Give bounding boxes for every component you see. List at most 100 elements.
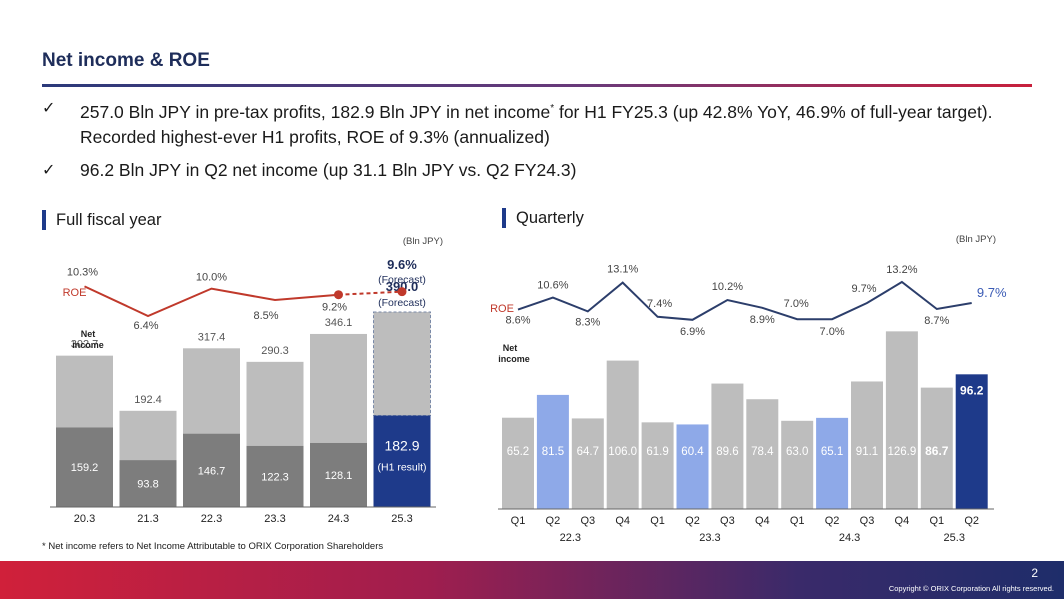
roe-value-label: 8.6% [505, 315, 530, 327]
quarter-value-label: 63.0 [786, 446, 808, 458]
forecast-total-label: 390.0 [386, 279, 419, 294]
total-value-label: 290.3 [261, 345, 289, 357]
quarter-tick-label: Q4 [895, 515, 910, 527]
year-group-label: 24.3 [839, 532, 860, 544]
roe-value-label: 13.1% [607, 264, 638, 276]
unit-label: (Bln JPY) [956, 234, 996, 245]
roe-forecast-line [338, 290, 403, 296]
roe-value-label: 9.7% [851, 283, 876, 295]
title-divider [42, 84, 1032, 87]
roe-value-label: 7.0% [784, 298, 809, 310]
roe-value-label: 6.9% [680, 326, 705, 338]
quarter-value-label: 64.7 [577, 446, 599, 458]
quarter-value-label: 81.5 [542, 446, 564, 458]
quarter-tick-label: Q1 [650, 515, 665, 527]
quarter-bar [606, 360, 639, 509]
quarter-tick-label: Q2 [685, 515, 700, 527]
first-half-value-label: 128.1 [325, 470, 353, 482]
roe-value-label: 8.3% [575, 316, 600, 328]
roe-value-label: 7.4% [647, 298, 672, 310]
x-tick-label: 20.3 [74, 513, 95, 525]
quarter-bar [920, 387, 953, 509]
first-half-value-label: 93.8 [137, 479, 158, 491]
quarter-tick-label: Q4 [755, 515, 770, 527]
total-bar [183, 348, 240, 434]
net-income-label: Net [81, 329, 96, 339]
charts-canvas: (Bln JPY) 302.7 159.2 20.3 192.4 93.8 21.3 317.… [50, 234, 1007, 544]
quarter-tick-label: Q3 [860, 515, 875, 527]
quarter-value-label: 78.4 [751, 446, 774, 458]
first-half-bar [183, 433, 240, 507]
net-income-label: Net [503, 343, 518, 353]
net-income-label: income [498, 354, 530, 364]
quarter-bar [781, 420, 814, 509]
checkmark-icon: ✓ [42, 162, 56, 179]
bullet-1: ✓ 257.0 Bln JPY in pre-tax profits, 182.… [42, 96, 1032, 150]
net-income-label: income [72, 340, 104, 350]
checkmark-icon: ✓ [42, 100, 56, 117]
roe-value-label: 8.9% [750, 314, 775, 326]
roe-value-label: 7.0% [820, 326, 845, 338]
quarter-tick-label: Q3 [580, 515, 595, 527]
total-bar [310, 333, 367, 443]
quarter-tick-label: Q2 [964, 515, 979, 527]
first-half-value-label: 159.2 [71, 462, 99, 474]
quarter-bar [885, 331, 918, 509]
roe-value-label: 10.3% [67, 266, 98, 278]
roe-value-label: 8.5% [253, 310, 278, 322]
quarter-bar [641, 422, 674, 509]
quarter-bar [851, 381, 883, 509]
h1-note-label: (H1 result) [377, 462, 426, 474]
forecast-roe-note: (Forecast) [378, 274, 426, 286]
unit-label: (Bln JPY) [403, 236, 443, 247]
quarter-bar [711, 383, 744, 509]
quarter-tick-label: Q2 [546, 515, 561, 527]
bullet-2-text: 96.2 Bln JPY in Q2 net income (up 31.1 B… [80, 160, 577, 180]
quarter-value-label: 61.9 [646, 446, 668, 458]
copyright-notice: Copyright © ORIX Corporation All rights … [888, 584, 1054, 593]
x-tick-label: 21.3 [137, 513, 158, 525]
roe-value-label: 10.2% [712, 281, 743, 293]
bullet-1-text: 257.0 Bln JPY in pre-tax profits, 182.9 … [80, 101, 993, 147]
roe-marker [334, 290, 343, 300]
section-title-full-year: Full fiscal year [42, 210, 161, 230]
year-group-label: 22.3 [560, 532, 581, 544]
year-group-label: 23.3 [699, 532, 720, 544]
roe-value-label: 8.7% [924, 315, 949, 327]
roe-line [84, 285, 339, 318]
h1-result-bar [373, 415, 431, 507]
quarter-bar [571, 418, 604, 509]
quarter-tick-label: Q1 [511, 515, 526, 527]
quarter-bar [816, 417, 849, 509]
roe-line [517, 280, 972, 321]
total-bar [56, 355, 113, 428]
quarter-tick-label: Q1 [929, 515, 944, 527]
quarter-bar [502, 417, 534, 509]
x-tick-label: 25.3 [391, 513, 412, 525]
first-half-value-label: 122.3 [261, 471, 289, 483]
roe-value-label: 10.0% [196, 272, 227, 284]
quarter-value-label: 96.2 [960, 383, 984, 397]
quarter-value-label: 65.1 [821, 446, 843, 458]
roe-series-label: ROE [63, 287, 87, 299]
first-half-bar [246, 445, 304, 507]
roe-series-label: ROE [490, 303, 514, 315]
x-tick-label: 23.3 [264, 513, 285, 525]
roe-value-label: 6.4% [133, 320, 158, 332]
h1-value-label: 182.9 [384, 438, 419, 454]
quarter-bar [746, 399, 779, 509]
total-bar [246, 361, 304, 446]
quarter-value-label: 126.9 [888, 446, 917, 458]
first-half-value-label: 146.7 [198, 465, 226, 477]
roe-value-label: 13.2% [886, 264, 917, 276]
forecast-bar [373, 311, 431, 417]
quarter-tick-label: Q4 [615, 515, 630, 527]
roe-marker [397, 287, 407, 297]
quarter-tick-label: Q2 [825, 515, 840, 527]
quarter-bar [676, 424, 709, 509]
quarter-bar [955, 374, 988, 509]
first-half-bar [310, 442, 367, 507]
quarter-value-label: 65.2 [507, 446, 529, 458]
bullet-2: ✓ 96.2 Bln JPY in Q2 net income (up 31.1… [42, 158, 1032, 183]
total-value-label: 192.4 [134, 394, 162, 406]
